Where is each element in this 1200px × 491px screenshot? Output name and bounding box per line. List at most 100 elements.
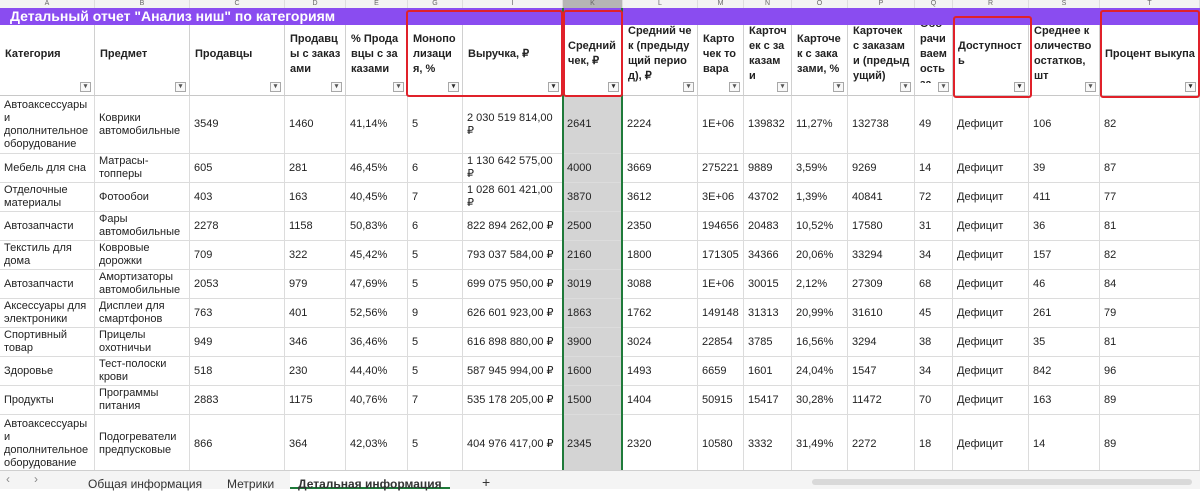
- active-filter-icon[interactable]: ▾: [448, 82, 459, 92]
- cell-cards-with-orders-percent[interactable]: 16,56%: [792, 328, 848, 357]
- cell-sellers[interactable]: 709: [190, 241, 285, 270]
- cell-cards[interactable]: 1E+06: [698, 270, 744, 299]
- cell-category[interactable]: Текстиль для дома: [0, 241, 95, 270]
- cell-sellers-with-orders-percent[interactable]: 52,56%: [346, 299, 408, 328]
- cell-cards-with-orders-previous[interactable]: 132738: [848, 96, 915, 154]
- column-letter[interactable]: C: [190, 0, 285, 8]
- cell-cards-with-orders[interactable]: 1601: [744, 357, 792, 386]
- column-letter[interactable]: S: [1029, 0, 1100, 8]
- filter-dropdown-icon[interactable]: ▾: [393, 82, 404, 92]
- cell-sellers-with-orders[interactable]: 346: [285, 328, 346, 357]
- cell-buyout-percent[interactable]: 89: [1100, 415, 1200, 470]
- cell-turnover[interactable]: 34: [915, 357, 953, 386]
- cell-cards-with-orders-percent[interactable]: 30,28%: [792, 386, 848, 415]
- cell-buyout-percent[interactable]: 96: [1100, 357, 1200, 386]
- cell-sellers-with-orders-percent[interactable]: 50,83%: [346, 212, 408, 241]
- cell-monopolization[interactable]: 6: [408, 154, 463, 183]
- cell-buyout-percent[interactable]: 89: [1100, 386, 1200, 415]
- tab-general-info[interactable]: Общая информация: [88, 477, 203, 491]
- cell-average-check[interactable]: 1600: [563, 357, 623, 386]
- cell-cards-with-orders[interactable]: 139832: [744, 96, 792, 154]
- cell-availability[interactable]: Дефицит: [953, 212, 1029, 241]
- cell-revenue[interactable]: 1 130 642 575,00 ₽: [463, 154, 563, 183]
- cell-sellers-with-orders-percent[interactable]: 42,03%: [346, 415, 408, 470]
- cell-average-stock[interactable]: 39: [1029, 154, 1100, 183]
- cell-cards-with-orders-percent[interactable]: 10,52%: [792, 212, 848, 241]
- cell-average-check-previous[interactable]: 3669: [623, 154, 698, 183]
- cell-cards-with-orders-previous[interactable]: 31610: [848, 299, 915, 328]
- cell-average-check-previous[interactable]: 2350: [623, 212, 698, 241]
- cell-cards-with-orders-previous[interactable]: 17580: [848, 212, 915, 241]
- cell-cards-with-orders-previous[interactable]: 33294: [848, 241, 915, 270]
- header-turnover[interactable]: Оборачиваемость за▾: [915, 25, 953, 96]
- cell-average-check-previous[interactable]: 3088: [623, 270, 698, 299]
- cell-cards-with-orders-previous[interactable]: 2272: [848, 415, 915, 470]
- column-letter[interactable]: P: [848, 0, 915, 8]
- cell-buyout-percent[interactable]: 77: [1100, 183, 1200, 212]
- cell-category[interactable]: Автозапчасти: [0, 212, 95, 241]
- active-filter-icon[interactable]: ▾: [608, 82, 619, 92]
- cell-revenue[interactable]: 535 178 205,00 ₽: [463, 386, 563, 415]
- cell-subject[interactable]: Амортизаторы автомобильные: [95, 270, 190, 299]
- cell-average-stock[interactable]: 157: [1029, 241, 1100, 270]
- cell-sellers-with-orders[interactable]: 1158: [285, 212, 346, 241]
- cell-availability[interactable]: Дефицит: [953, 241, 1029, 270]
- cell-revenue[interactable]: 793 037 584,00 ₽: [463, 241, 563, 270]
- cell-turnover[interactable]: 49: [915, 96, 953, 154]
- cell-cards-with-orders[interactable]: 43702: [744, 183, 792, 212]
- header-average-check[interactable]: Средний чек, ₽ ▾: [563, 25, 623, 96]
- cell-category[interactable]: Автозапчасти: [0, 270, 95, 299]
- cell-turnover[interactable]: 14: [915, 154, 953, 183]
- cell-cards[interactable]: 3E+06: [698, 183, 744, 212]
- cell-average-stock[interactable]: 842: [1029, 357, 1100, 386]
- cell-cards-with-orders-percent[interactable]: 2,12%: [792, 270, 848, 299]
- header-subject[interactable]: Предмет ▾: [95, 25, 190, 96]
- cell-availability[interactable]: Дефицит: [953, 96, 1029, 154]
- cell-cards[interactable]: 6659: [698, 357, 744, 386]
- cell-sellers-with-orders-percent[interactable]: 44,40%: [346, 357, 408, 386]
- active-filter-icon[interactable]: ▾: [548, 82, 559, 92]
- cell-sellers-with-orders-percent[interactable]: 40,45%: [346, 183, 408, 212]
- column-letter[interactable]: O: [792, 0, 848, 8]
- cell-subject[interactable]: Матрасы-топперы: [95, 154, 190, 183]
- cell-average-stock[interactable]: 36: [1029, 212, 1100, 241]
- column-letter[interactable]: G: [408, 0, 463, 8]
- cell-cards-with-orders-percent[interactable]: 20,06%: [792, 241, 848, 270]
- cell-sellers[interactable]: 866: [190, 415, 285, 470]
- column-letter[interactable]: B: [95, 0, 190, 8]
- cell-average-check[interactable]: 3870: [563, 183, 623, 212]
- cell-average-check-previous[interactable]: 1800: [623, 241, 698, 270]
- column-letter[interactable]: Q: [915, 0, 953, 8]
- header-cards[interactable]: Карточек товара ▾: [698, 25, 744, 96]
- cell-turnover[interactable]: 72: [915, 183, 953, 212]
- header-monopolization[interactable]: Монополизация, % ▾: [408, 25, 463, 96]
- cell-average-check[interactable]: 4000: [563, 154, 623, 183]
- cell-average-stock[interactable]: 106: [1029, 96, 1100, 154]
- cell-turnover[interactable]: 45: [915, 299, 953, 328]
- column-letter[interactable]: K: [563, 0, 623, 8]
- cell-sellers-with-orders[interactable]: 322: [285, 241, 346, 270]
- cell-monopolization[interactable]: 6: [408, 212, 463, 241]
- cell-sellers-with-orders[interactable]: 1460: [285, 96, 346, 154]
- cell-cards-with-orders-percent[interactable]: 3,59%: [792, 154, 848, 183]
- cell-availability[interactable]: Дефицит: [953, 183, 1029, 212]
- cell-cards[interactable]: 149148: [698, 299, 744, 328]
- column-letter[interactable]: L: [623, 0, 698, 8]
- cell-revenue[interactable]: 699 075 950,00 ₽: [463, 270, 563, 299]
- cell-sellers-with-orders[interactable]: 163: [285, 183, 346, 212]
- cell-cards-with-orders-percent[interactable]: 31,49%: [792, 415, 848, 470]
- cell-average-check[interactable]: 3900: [563, 328, 623, 357]
- cell-cards[interactable]: 10580: [698, 415, 744, 470]
- cell-buyout-percent[interactable]: 84: [1100, 270, 1200, 299]
- next-sheet-icon[interactable]: ›: [34, 472, 38, 486]
- cell-cards-with-orders-previous[interactable]: 11472: [848, 386, 915, 415]
- cell-availability[interactable]: Дефицит: [953, 270, 1029, 299]
- cell-sellers[interactable]: 403: [190, 183, 285, 212]
- active-filter-icon[interactable]: ▾: [1185, 82, 1196, 92]
- cell-buyout-percent[interactable]: 82: [1100, 96, 1200, 154]
- cell-cards-with-orders[interactable]: 20483: [744, 212, 792, 241]
- cell-sellers[interactable]: 605: [190, 154, 285, 183]
- cell-availability[interactable]: Дефицит: [953, 386, 1029, 415]
- column-letter[interactable]: M: [698, 0, 744, 8]
- filter-dropdown-icon[interactable]: ▾: [938, 82, 949, 92]
